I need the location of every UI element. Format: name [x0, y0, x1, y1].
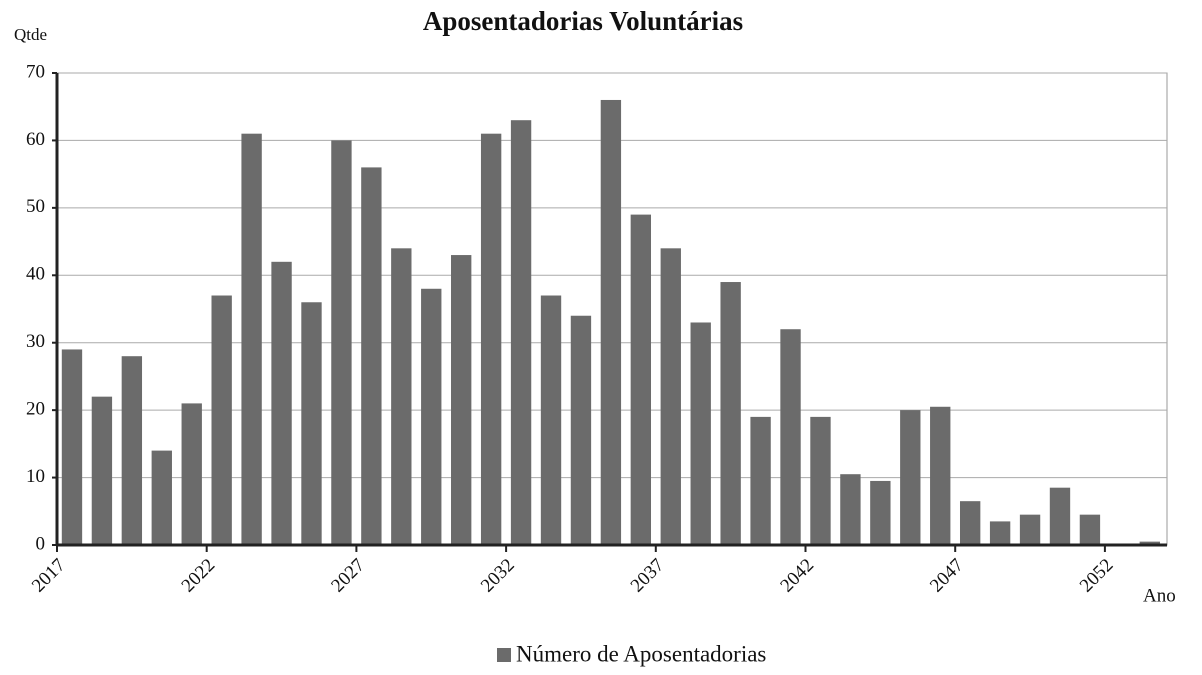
- x-tick-label: 2052: [1076, 555, 1118, 597]
- bar: [750, 416, 771, 545]
- y-tick-label: 60: [26, 129, 45, 150]
- x-tick-label: 2037: [627, 555, 669, 597]
- bar: [1139, 541, 1160, 545]
- bar: [61, 349, 83, 545]
- bar: [959, 501, 981, 545]
- legend-label: Número de Aposentadorias: [516, 641, 766, 666]
- x-tick-label: 2022: [178, 555, 220, 597]
- x-axis-label: Ano: [1143, 585, 1176, 606]
- x-tick-label: 2042: [776, 555, 818, 597]
- y-axis-label: Qtde: [14, 25, 47, 44]
- bar: [480, 133, 502, 545]
- bar: [720, 282, 741, 545]
- y-tick-label: 70: [26, 61, 45, 82]
- bar: [181, 403, 202, 545]
- bar: [510, 120, 532, 545]
- bar: [121, 356, 143, 545]
- bar: [331, 140, 352, 545]
- bar: [989, 521, 1011, 545]
- bar: [840, 474, 861, 545]
- x-tick-label: 2047: [926, 555, 968, 597]
- y-tick-label: 50: [26, 196, 45, 217]
- y-tick-label: 10: [26, 466, 45, 487]
- bar: [540, 295, 562, 545]
- y-tick-label: 20: [26, 399, 45, 420]
- bar: [241, 133, 262, 545]
- bar: [660, 248, 681, 546]
- x-tick-label: 2017: [28, 555, 70, 597]
- bar: [421, 288, 442, 545]
- bar: [930, 406, 951, 545]
- y-tick-label: 40: [26, 264, 45, 285]
- bar: [600, 99, 622, 545]
- bar: [870, 480, 891, 545]
- bar: [630, 214, 652, 545]
- bar: [151, 450, 172, 545]
- bar: [900, 410, 921, 545]
- y-tick-label: 0: [36, 533, 46, 554]
- bar: [271, 261, 292, 545]
- bar: [451, 255, 472, 546]
- bar: [391, 248, 412, 546]
- bar: [1079, 514, 1101, 545]
- bar: [301, 302, 322, 545]
- legend-swatch: [497, 648, 511, 662]
- x-tick-label: 2027: [327, 555, 369, 597]
- bar: [211, 295, 232, 545]
- bar: [1049, 487, 1071, 545]
- bar: [361, 167, 382, 545]
- bar: [780, 329, 801, 545]
- bar: [1019, 514, 1041, 545]
- bar: [690, 322, 711, 545]
- chart-title: Aposentadorias Voluntárias: [423, 6, 743, 36]
- x-tick-label: 2032: [477, 555, 519, 597]
- y-tick-label: 30: [26, 331, 45, 352]
- bar: [91, 396, 113, 545]
- bar: [810, 416, 831, 545]
- bar: [570, 315, 592, 545]
